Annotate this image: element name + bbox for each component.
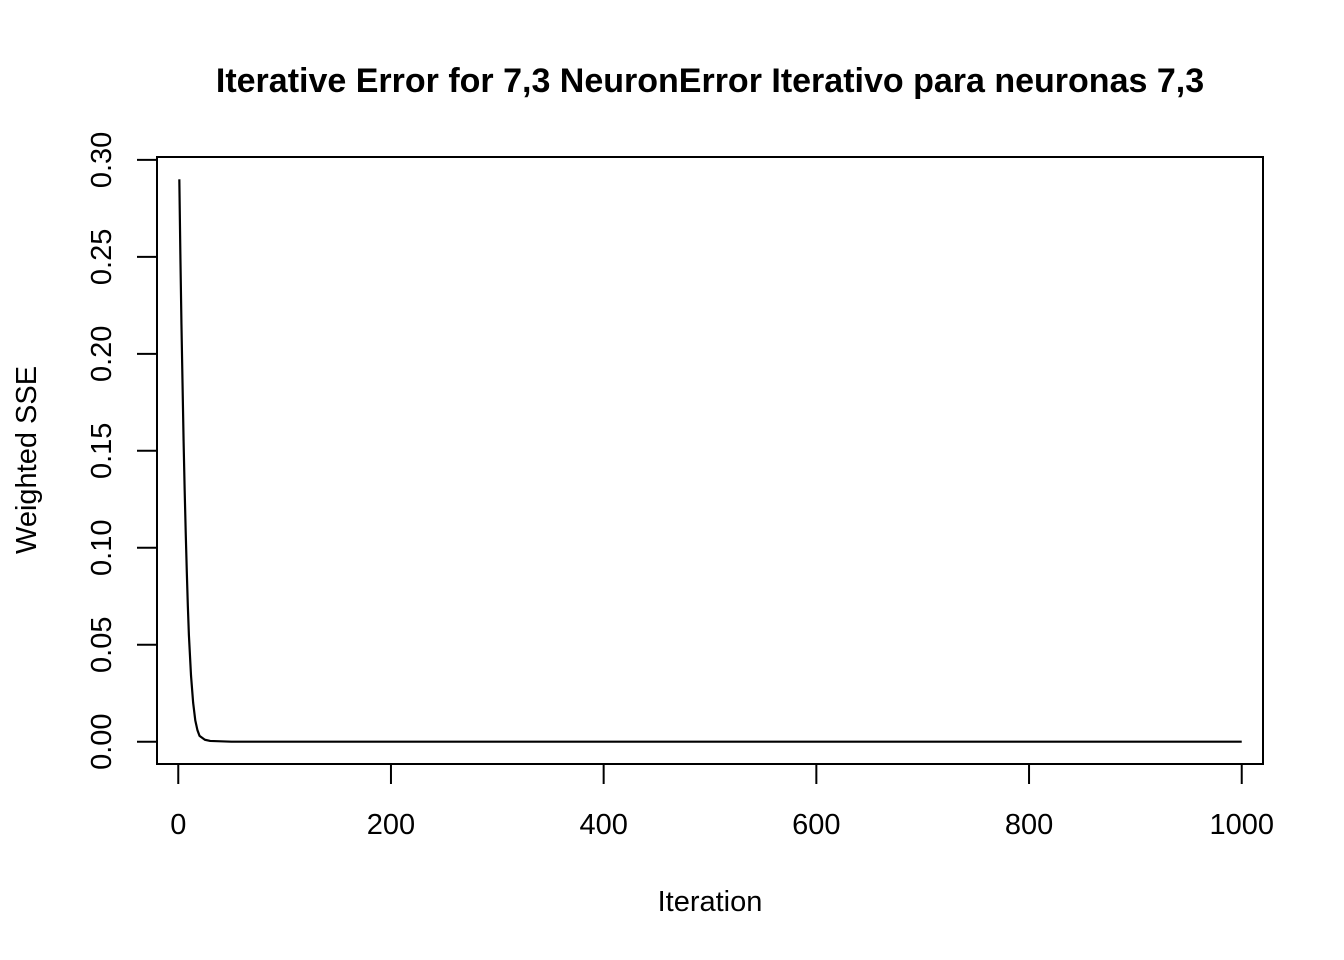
series-layer bbox=[178, 179, 1242, 743]
y-tick-label: 0.25 bbox=[86, 229, 118, 285]
y-tick-label: 0.15 bbox=[86, 423, 118, 479]
y-axis-label: Weighted SSE bbox=[11, 366, 43, 554]
y-tick-label: 0.00 bbox=[86, 713, 118, 769]
x-tick-label: 0 bbox=[170, 809, 186, 841]
y-tick-label: 0.20 bbox=[86, 326, 118, 382]
y-axis: 0.00 0.05 0.10 0.15 0.20 0.25 0.30 bbox=[86, 132, 158, 770]
x-tick-label: 600 bbox=[792, 809, 840, 841]
y-tick-label: 0.10 bbox=[86, 520, 118, 576]
chart-title: Iterative Error for 7,3 NeuronError Iter… bbox=[216, 62, 1204, 100]
x-tick-label: 200 bbox=[367, 809, 415, 841]
x-tick-label: 1000 bbox=[1209, 809, 1274, 841]
x-axis: 0 200 400 600 800 1000 bbox=[170, 763, 1274, 841]
x-axis-label: Iteration bbox=[658, 886, 763, 918]
y-tick-label: 0.30 bbox=[86, 132, 118, 188]
plot-frame bbox=[156, 156, 1264, 765]
x-tick-label: 800 bbox=[1005, 809, 1053, 841]
series-line bbox=[178, 179, 1242, 743]
x-tick-label: 400 bbox=[579, 809, 627, 841]
y-tick-label: 0.05 bbox=[86, 617, 118, 673]
